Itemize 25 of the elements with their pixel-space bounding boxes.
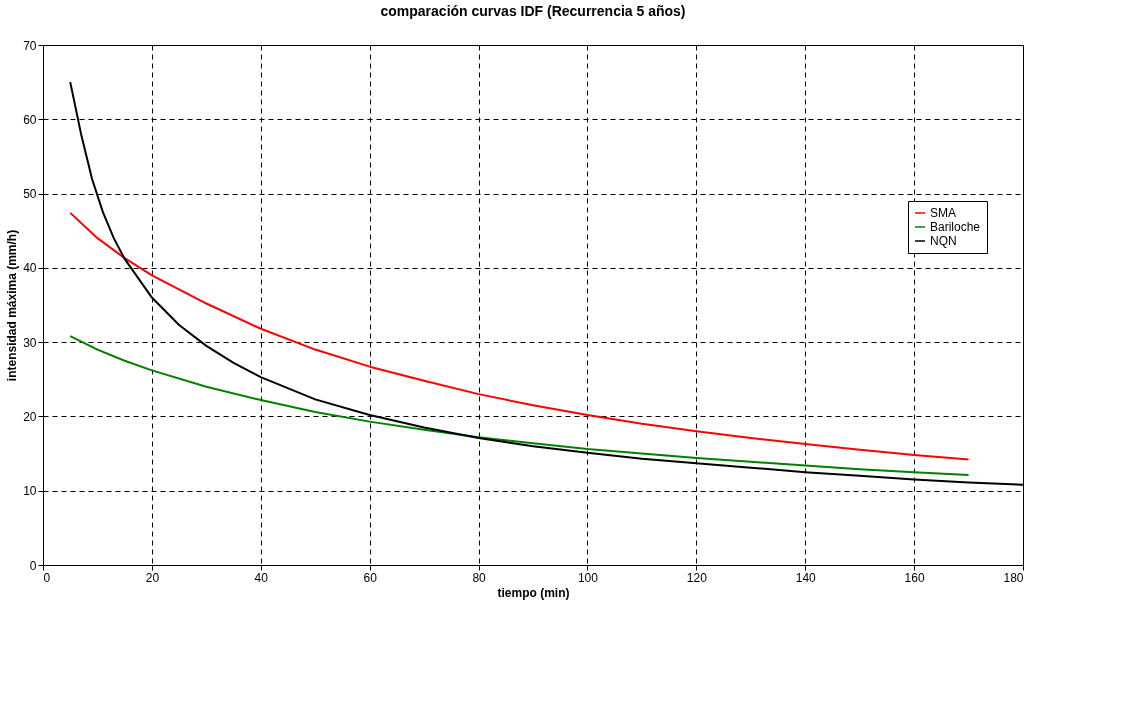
x-tick-label: 160 [904, 570, 925, 585]
x-tick-label: 40 [254, 570, 269, 585]
x-axis-title: tiempo (min) [497, 585, 570, 600]
y-tick-label: 20 [23, 409, 37, 424]
y-tick-label: 30 [23, 335, 37, 350]
legend-label: Bariloche [930, 220, 981, 234]
x-tick-label: 120 [686, 570, 708, 585]
y-tick-label: 40 [23, 261, 37, 276]
x-tick-label: 180 [1003, 570, 1024, 585]
line-series [69, 335, 970, 477]
chart-title: comparación curvas IDF (Recurrencia 5 años) [380, 3, 686, 19]
legend-label: SMA [930, 206, 957, 220]
y-tick-label: 50 [23, 187, 37, 202]
x-tick-label: 60 [363, 570, 378, 585]
x-tick-label: 0 [43, 570, 51, 585]
x-tick-label: 100 [577, 570, 599, 585]
y-tick-label: 60 [23, 112, 37, 127]
y-tick-label: 70 [23, 38, 37, 53]
y-tick-label: 0 [29, 558, 37, 573]
x-tick-label: 80 [472, 570, 487, 585]
x-tick-label: 20 [145, 570, 160, 585]
legend-label: NQN [930, 234, 957, 248]
x-tick-label: 140 [795, 570, 817, 585]
y-axis-title: intensidad máxima (mm/h) [5, 229, 20, 382]
y-tick-label: 10 [23, 484, 37, 499]
